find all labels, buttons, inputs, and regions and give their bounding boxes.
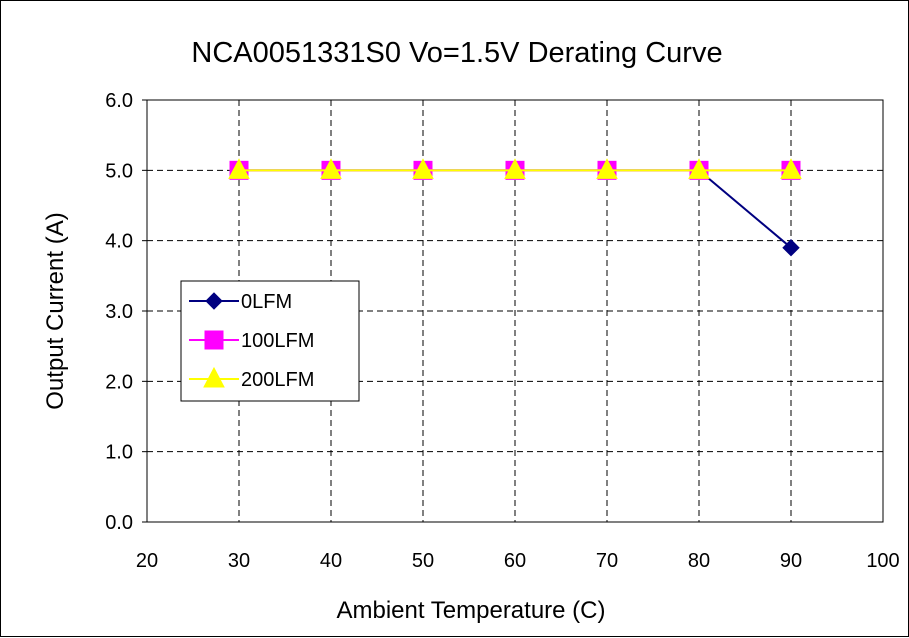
- series-200LFM: [228, 158, 802, 179]
- tick-labels: 20 30 40 50 60 70 80 90 100 0.0 1.0 2.0 3.0 4.0 5.0 6.0: [105, 90, 900, 572]
- legend-marker: [204, 330, 224, 350]
- legend-item: 200LFM: [189, 366, 314, 391]
- x-tick-label: 40: [320, 550, 342, 572]
- x-tick-label: 60: [504, 550, 526, 572]
- x-tick-label: 20: [136, 550, 158, 572]
- series: [228, 158, 802, 257]
- y-tick-label: 6.0: [105, 90, 133, 112]
- x-axis-title: Ambient Temperature (C): [337, 597, 606, 624]
- y-tick-label: 4.0: [105, 231, 133, 253]
- x-tick-label: 90: [780, 550, 802, 572]
- y-axis-title: Output Current (A): [42, 212, 69, 409]
- legend-item: 100LFM: [189, 330, 314, 352]
- x-tick-label: 80: [688, 550, 710, 572]
- y-tick-label: 3.0: [105, 301, 133, 323]
- legend: 0LFM 100LFM 200LFM: [180, 280, 360, 402]
- x-tick-label: 30: [228, 550, 250, 572]
- data-point: [596, 158, 618, 179]
- data-point: [320, 158, 342, 179]
- data-point: [780, 158, 802, 179]
- legend-marker: [205, 292, 223, 310]
- legend-label: 100LFM: [241, 330, 314, 352]
- y-tick-label: 5.0: [105, 160, 133, 182]
- data-point: [782, 238, 800, 257]
- data-point: [688, 158, 710, 179]
- data-point: [228, 158, 250, 179]
- legend-marker: [203, 366, 225, 388]
- chart-title: NCA0051331S0 Vo=1.5V Derating Curve: [191, 37, 722, 69]
- x-tick-label: 100: [866, 550, 899, 572]
- data-point: [412, 158, 434, 179]
- legend-item: 0LFM: [189, 291, 292, 313]
- legend-label: 200LFM: [241, 369, 314, 391]
- x-tick-label: 50: [412, 550, 434, 572]
- y-tick-label: 1.0: [105, 442, 133, 464]
- y-tick-label: 0.0: [105, 512, 133, 534]
- y-tick-label: 2.0: [105, 371, 133, 393]
- legend-label: 0LFM: [241, 291, 292, 313]
- data-point: [504, 158, 526, 179]
- x-tick-label: 70: [596, 550, 618, 572]
